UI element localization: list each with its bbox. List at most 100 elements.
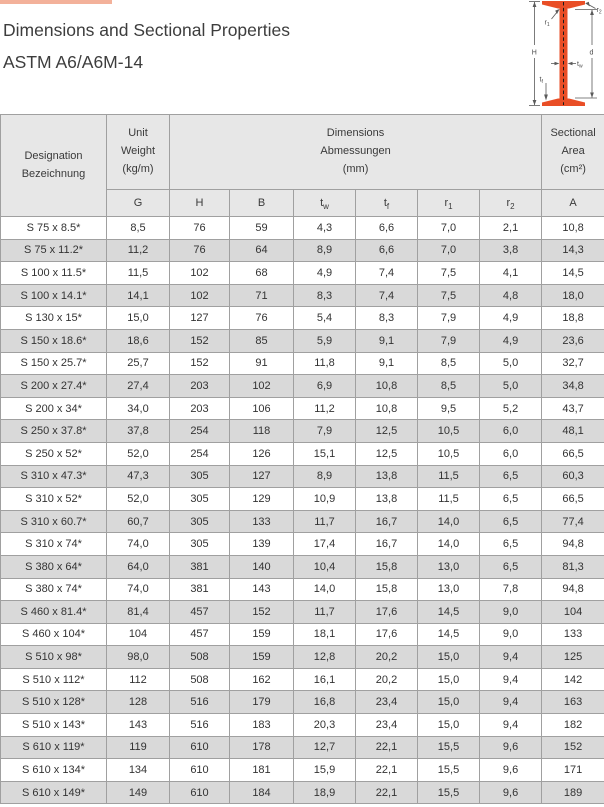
value-cell: 17,4 — [293, 532, 356, 556]
value-cell: 23,4 — [355, 713, 418, 737]
svg-text:r1: r1 — [545, 20, 550, 29]
table-row: S 510 x 112* 112 508 162 16,1 20,2 15,0 9,4 142 — [0, 667, 604, 692]
value-cell: 11,8 — [293, 351, 356, 376]
value-cell: 127 — [169, 306, 230, 330]
value-cell: 9,6 — [478, 780, 543, 805]
value-cell: 3,8 — [478, 238, 543, 263]
value-cell: 139 — [229, 532, 294, 556]
value-cell: 104 — [541, 600, 604, 624]
value-cell: 133 — [229, 509, 294, 534]
value-cell: 152 — [541, 735, 604, 760]
table-row: S 75 x 8.5* 8,5 76 59 4,3 6,6 7,0 2,1 10,8 — [0, 216, 604, 240]
value-cell: 134 — [106, 758, 170, 782]
value-cell: 6,5 — [478, 532, 543, 556]
header-dimensions: Dimensions Abmessungen (mm) — [168, 114, 543, 190]
value-cell: 47,3 — [106, 464, 170, 489]
value-cell: 59 — [229, 216, 294, 240]
value-cell: 6,0 — [478, 419, 543, 443]
value-cell: 12,5 — [355, 441, 418, 466]
value-cell: 4,8 — [478, 283, 543, 308]
value-cell: 5,0 — [478, 351, 543, 376]
value-cell: 15,9 — [293, 758, 356, 782]
value-cell: 11,5 — [417, 464, 480, 489]
label-H: H — [532, 50, 537, 57]
designation-cell: S 310 x 74* — [0, 532, 107, 556]
value-cell: 8,5 — [106, 216, 170, 240]
designation-cell: S 510 x 98* — [0, 645, 107, 669]
table-row: S 200 x 34* 34,0 203 106 11,2 10,8 9,5 5,2 43,7 — [0, 396, 604, 421]
value-cell: 18,1 — [293, 622, 356, 647]
designation-cell: S 310 x 52* — [0, 487, 107, 511]
value-cell: 127 — [229, 464, 294, 489]
value-cell: 9,4 — [478, 645, 543, 669]
value-cell: 457 — [169, 600, 230, 624]
value-cell: 508 — [169, 645, 230, 669]
table-row: S 310 x 52* 52,0 305 129 10,9 13,8 11,5 6,5 66,5 — [0, 487, 604, 511]
value-cell: 7,0 — [417, 238, 480, 263]
table-row: S 150 x 25.7* 25,7 152 91 11,8 9,1 8,5 5,0 32,7 — [0, 351, 604, 376]
designation-cell: S 510 x 143* — [0, 713, 107, 737]
value-cell: 6,6 — [355, 216, 418, 240]
value-cell: 10,5 — [417, 441, 480, 466]
value-cell: 9,1 — [355, 328, 418, 353]
value-cell: 17,6 — [355, 622, 418, 647]
value-cell: 7,9 — [293, 419, 356, 443]
table-row: S 510 x 98* 98,0 508 159 12,8 20,2 15,0 9,4 125 — [0, 645, 604, 669]
designation-cell: S 150 x 18.6* — [0, 328, 107, 353]
value-cell: 15,1 — [293, 441, 356, 466]
label-r2: r — [597, 7, 600, 14]
value-cell: 104 — [106, 622, 170, 647]
sub-header-r1: r1 — [417, 189, 480, 217]
designation-cell: S 75 x 8.5* — [0, 216, 107, 240]
value-cell: 12,8 — [293, 645, 356, 669]
value-cell: 2,1 — [478, 216, 543, 240]
table-row: S 150 x 18.6* 18,6 152 85 5,9 9,1 7,9 4,9 23,6 — [0, 328, 604, 353]
value-cell: 516 — [169, 690, 230, 715]
value-cell: 76 — [169, 238, 230, 263]
value-cell: 43,7 — [541, 396, 604, 421]
table-row: S 310 x 60.7* 60,7 305 133 11,7 16,7 14,0 6,5 77… — [0, 509, 604, 534]
value-cell: 27,4 — [106, 374, 170, 398]
table-row: S 75 x 11.2* 11,2 76 64 8,9 6,6 7,0 3,8 14,3 — [0, 238, 604, 263]
table-row: S 460 x 104* 104 457 159 18,1 17,6 14,5 9,0 133 — [0, 622, 604, 647]
designation-cell: S 250 x 52* — [0, 441, 107, 466]
value-cell: 152 — [229, 600, 294, 624]
designation-cell: S 610 x 149* — [0, 780, 107, 805]
value-cell: 159 — [229, 622, 294, 647]
value-cell: 60,7 — [106, 509, 170, 534]
designation-cell: S 100 x 11.5* — [0, 261, 107, 285]
value-cell: 610 — [169, 758, 230, 782]
value-cell: 14,0 — [293, 577, 356, 602]
value-cell: 5,4 — [293, 306, 356, 330]
value-cell: 9,5 — [417, 396, 480, 421]
dim-tf: tf — [540, 77, 548, 101]
value-cell: 305 — [169, 509, 230, 534]
table-row: S 610 x 134* 134 610 181 15,9 22,1 15,5 9,6 171 — [0, 758, 604, 782]
value-cell: 14,5 — [541, 261, 604, 285]
sub-header-tf: tf — [355, 189, 418, 217]
value-cell: 15,0 — [417, 690, 480, 715]
value-cell: 37,8 — [106, 419, 170, 443]
value-cell: 76 — [169, 216, 230, 240]
label-r1: r — [545, 20, 548, 27]
sub-header-B: B — [229, 189, 294, 217]
value-cell: 60,3 — [541, 464, 604, 489]
dim-r2: r2 — [585, 1, 602, 16]
value-cell: 15,8 — [355, 577, 418, 602]
value-cell: 182 — [541, 713, 604, 737]
value-cell: 85 — [229, 328, 294, 353]
value-cell: 5,9 — [293, 328, 356, 353]
value-cell: 508 — [169, 667, 230, 692]
value-cell: 7,8 — [478, 577, 543, 602]
value-cell: 143 — [106, 713, 170, 737]
value-cell: 52,0 — [106, 441, 170, 466]
value-cell: 8,3 — [355, 306, 418, 330]
designation-cell: S 100 x 14.1* — [0, 283, 107, 308]
table-row: S 130 x 15* 15,0 127 76 5,4 8,3 7,9 4,9 18,8 — [0, 306, 604, 330]
value-cell: 14,5 — [417, 622, 480, 647]
value-cell: 9,4 — [478, 667, 543, 692]
value-cell: 77,4 — [541, 509, 604, 534]
value-cell: 149 — [106, 780, 170, 805]
value-cell: 18,6 — [106, 328, 170, 353]
value-cell: 15,8 — [355, 554, 418, 579]
